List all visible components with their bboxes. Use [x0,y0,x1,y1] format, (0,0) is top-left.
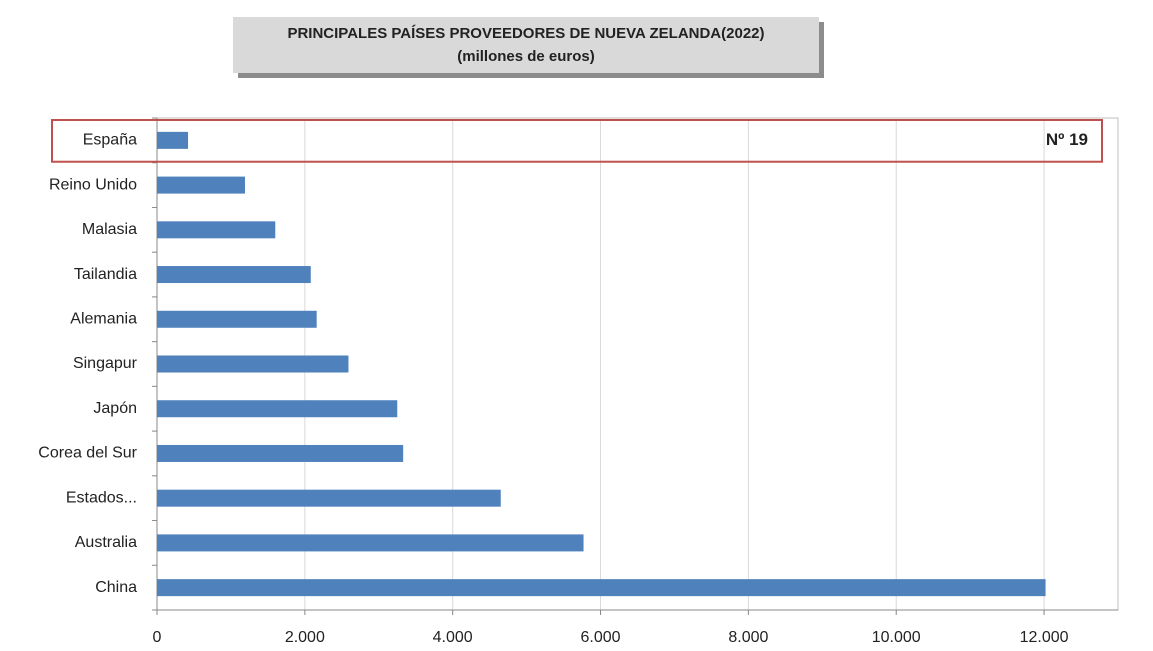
title-box [233,17,819,73]
y-tick-label: Tailandia [74,266,137,283]
chart-subtitle: (millones de euros) [457,48,595,65]
y-tick-label: Reino Unido [49,176,137,193]
y-tick-label: España [83,132,137,149]
y-tick-label: China [95,579,137,596]
y-tick-label: Alemania [70,310,137,327]
chart-title: PRINCIPALES PAÍSES PROVEEDORES DE NUEVA … [287,25,764,42]
y-tick-label: Corea del Sur [38,445,137,462]
x-tick-label: 12.000 [1020,629,1069,646]
bar [157,400,398,418]
bar [157,176,245,194]
highlight-box [51,119,1103,163]
x-tick-label: 4.000 [433,629,473,646]
y-tick-label: Japón [93,400,137,417]
x-tick-label: 6.000 [581,629,621,646]
bar [157,355,349,373]
y-tick-label: Singapur [73,355,138,372]
annotation: Nº 19 [1046,130,1088,149]
y-tick-label: Malasia [82,221,137,238]
y-tick-label: Estados... [66,489,137,506]
bar [157,534,584,552]
bar [157,131,189,149]
bar [157,444,404,462]
x-tick-label: 2.000 [285,629,325,646]
bar [157,266,311,284]
bar [157,489,501,507]
y-tick-label: Australia [75,534,137,551]
bar [157,310,317,328]
x-tick-label: 10.000 [872,629,921,646]
bar [157,221,276,239]
x-tick-label: 8.000 [728,629,768,646]
x-tick-label: 0 [153,629,162,646]
bar [157,579,1046,597]
